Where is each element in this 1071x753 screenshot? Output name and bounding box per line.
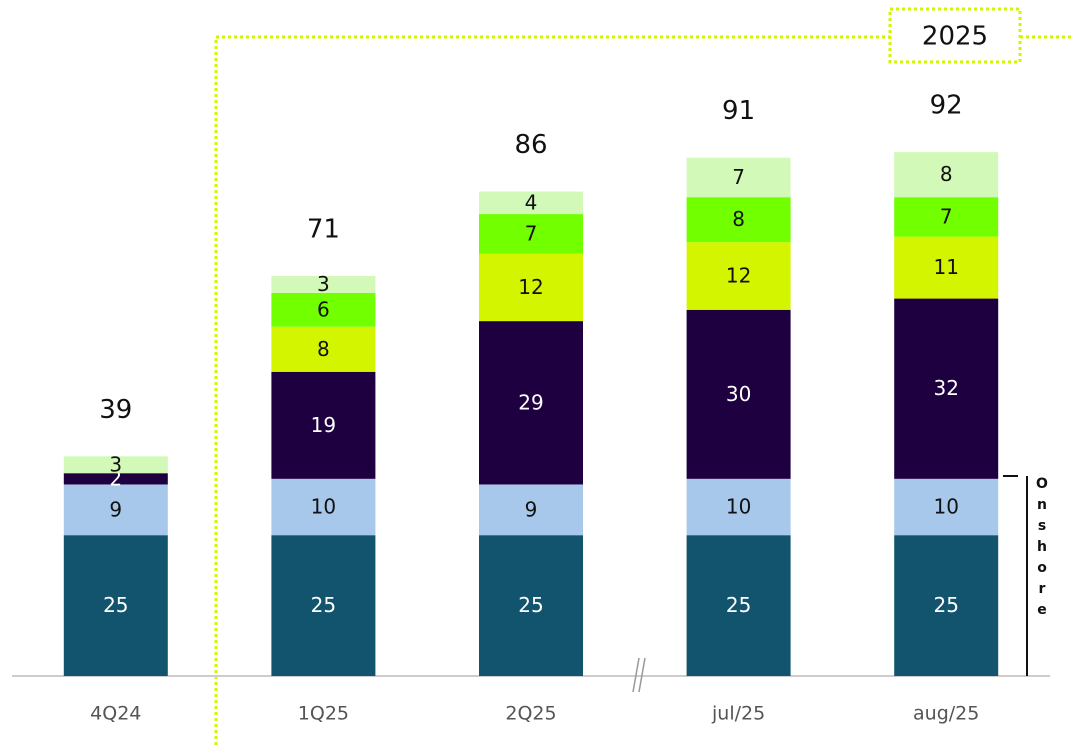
total-label: 91 <box>722 96 755 126</box>
segment-label: 11 <box>933 255 958 279</box>
segment-label: 7 <box>940 204 953 228</box>
onshore-label: Onshore <box>1026 476 1050 676</box>
segment-label: 8 <box>940 162 953 186</box>
x-tick-label: 4Q24 <box>90 703 141 725</box>
bar-segment <box>63 484 168 536</box>
total-label: 39 <box>99 395 132 425</box>
bar-segment <box>63 456 168 474</box>
bar-segment <box>271 478 376 536</box>
segment-label: 6 <box>317 297 330 321</box>
x-tick-label: 2Q25 <box>505 703 556 725</box>
segment-label: 25 <box>518 593 543 617</box>
bar-segment <box>686 157 791 198</box>
period-label: 2025 <box>922 22 988 52</box>
bar-segment <box>271 371 376 479</box>
segment-label: 25 <box>311 593 336 617</box>
segment-label: 30 <box>726 382 751 406</box>
x-tick-label: 1Q25 <box>298 703 349 725</box>
segment-label: 8 <box>732 207 745 231</box>
segment-label: 25 <box>933 593 958 617</box>
bar-segment <box>686 197 791 243</box>
segment-label: 32 <box>933 376 958 400</box>
segment-label: 9 <box>525 497 538 521</box>
bar-segment <box>686 478 791 536</box>
bar-segment <box>479 535 583 676</box>
bar-segment <box>894 152 999 198</box>
period-box <box>888 7 1022 64</box>
axis-break <box>632 657 646 693</box>
total-label: 86 <box>514 130 547 160</box>
bar-segment <box>894 298 999 479</box>
segment-label: 29 <box>518 390 543 414</box>
segment-label: 10 <box>933 495 958 519</box>
x-tick-label: jul/25 <box>711 703 765 725</box>
bar-segment <box>686 535 791 676</box>
bar-segment <box>271 276 376 293</box>
segment-label: 19 <box>311 413 336 437</box>
period-frame <box>214 35 1071 745</box>
bar-segment <box>894 197 999 237</box>
bar-segment <box>479 214 583 254</box>
bar-segment <box>271 326 376 372</box>
segment-label: 25 <box>103 593 128 617</box>
segment-label: 12 <box>726 264 751 288</box>
bar-segment <box>894 478 999 536</box>
segment-label: 12 <box>518 275 543 299</box>
bar-segment <box>686 309 791 479</box>
bar-segment <box>686 242 791 310</box>
bar-segment <box>63 473 168 485</box>
total-label: 71 <box>307 215 340 245</box>
total-label: 92 <box>930 91 963 121</box>
bar-segment <box>479 321 583 485</box>
bar-segment <box>479 191 583 215</box>
segment-label: 4 <box>525 190 538 214</box>
bar-segment <box>271 535 376 676</box>
bar-segment <box>894 236 999 299</box>
segment-label: 9 <box>109 497 122 521</box>
x-tick-label: aug/25 <box>913 703 979 725</box>
segment-label: 10 <box>311 495 336 519</box>
bar-segment <box>479 484 583 536</box>
segment-label: 25 <box>726 593 751 617</box>
segment-label: 7 <box>525 221 538 245</box>
segment-label: 7 <box>732 165 745 189</box>
segment-label: 3 <box>317 272 330 296</box>
segment-label: 3 <box>109 452 122 476</box>
bar-segment <box>271 292 376 327</box>
bar-segment <box>894 535 999 676</box>
bar-segment <box>63 535 168 676</box>
bar-segment <box>479 253 583 322</box>
segment-label: 8 <box>317 337 330 361</box>
segment-label: 10 <box>726 495 751 519</box>
